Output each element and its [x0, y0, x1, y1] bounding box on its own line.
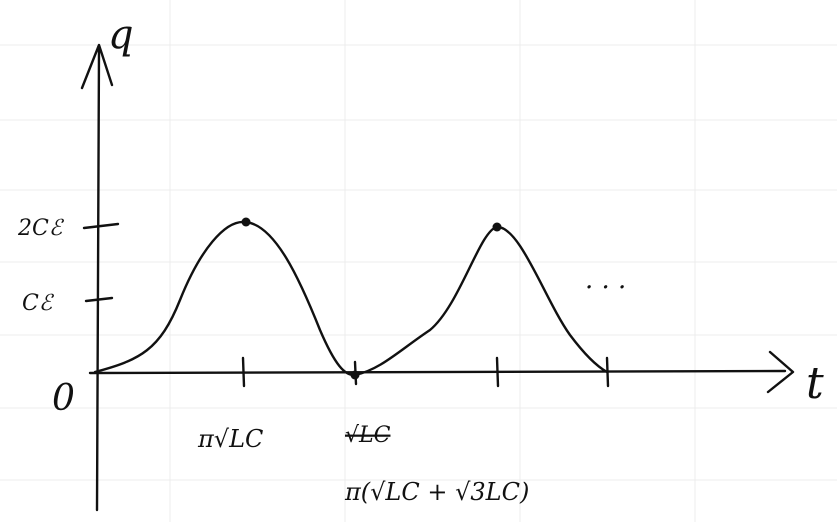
peak-dot [241, 217, 251, 227]
x-axis-label: t [806, 358, 824, 409]
x-tick-label: π√LC [197, 425, 263, 453]
origin-label: 0 [52, 378, 75, 419]
y-axis [80, 43, 114, 512]
y-tick-label: Cℰ [22, 291, 55, 316]
x-tick-label: √LC [345, 423, 391, 448]
charge-curve [93, 220, 609, 377]
y-axis-label: q [108, 12, 134, 58]
y-tick [82, 222, 120, 230]
x-axis [88, 350, 795, 394]
x-tick [495, 356, 500, 388]
zero-dot [350, 370, 360, 380]
x-tick-label: π(√LC + √3LC) [344, 478, 529, 506]
peak-dot [492, 222, 502, 232]
y-tick-label: 2Cℰ [17, 216, 65, 241]
continuation: · · · [585, 273, 626, 303]
x-tick [241, 356, 246, 388]
y-tick [84, 296, 114, 303]
